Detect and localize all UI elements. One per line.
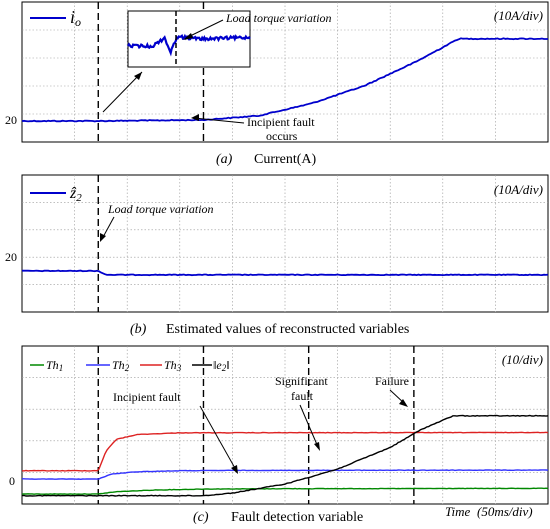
panel-a-inset-pointer-head (134, 72, 142, 80)
panel-c-annotation-fault: fault (291, 389, 314, 403)
panel-a-annotation-occurs: occurs (266, 129, 298, 143)
panel-a-grid (22, 2, 548, 142)
legend-th2-label: Th2 (112, 358, 130, 373)
panel-a-caption: Current(A) (254, 152, 317, 167)
panel-c-xlabel: Time (445, 504, 471, 519)
legend-e2-name: ‖e (213, 358, 222, 372)
panel-a-annotation-incipient-fault: Incipient fault (247, 115, 315, 129)
panel-b-grid (22, 175, 548, 312)
series-io-line (21, 37, 548, 123)
legend-e2-tail: ‖ (226, 358, 229, 372)
panel-a-legend-label: io (70, 7, 81, 29)
panel-c-caption-letter: (c) (193, 510, 209, 525)
series-th2-line (22, 469, 549, 481)
panel-c-series (21, 414, 549, 497)
panel-a-legend-sub: o (75, 15, 81, 29)
legend-th3-sub: 3 (176, 363, 182, 373)
legend-e2-label: ‖e2‖ (213, 358, 230, 373)
panel-a: 20 io (10A/div) Load torque variation In… (5, 1, 549, 143)
series-th3-line (21, 431, 549, 472)
panel-a-ytick-20: 20 (5, 113, 17, 127)
panel-c-xunit: (50ms/div) (477, 504, 533, 519)
legend-th1-sub: 1 (59, 363, 64, 373)
panel-a-annotation-incipient-arrow (193, 117, 245, 124)
panel-a-inset-signal (127, 33, 251, 57)
panel-c-annotation-incipient-arrow (199, 405, 237, 471)
panel-b-annotation-load-torque: Load torque variation (107, 202, 214, 216)
panel-a-annotation-load-torque-arrow (185, 19, 224, 39)
panel-c-legend: Th1 Th2 Th3 ‖e2‖ (30, 358, 230, 373)
panel-a-annotation-incipient-arrowhead (191, 114, 199, 121)
legend-th2-sub: 2 (125, 363, 130, 373)
panel-a-scale-label: (10A/div) (494, 8, 543, 23)
legend-th3-name: Th (164, 358, 177, 372)
panel-c-annotation-incipient-fault: Incipient fault (113, 390, 181, 404)
panel-c-annotation-significant-arrowhead (314, 442, 320, 451)
panel-b-legend-name: ẑ (69, 185, 77, 202)
panel-a-inset-pointer (102, 71, 143, 113)
panel-a-series (21, 37, 548, 123)
panel-c-annotation-significant: Significant (275, 374, 328, 388)
panel-a-annotation-load-torque: Load torque variation (225, 11, 332, 25)
panel-b: 20 ẑ2 (10A/div) Load torque variation (5, 174, 549, 313)
panel-c-grid (22, 346, 548, 504)
legend-th1-label: Th1 (46, 358, 63, 373)
panel-b-caption: Estimated values of reconstructed variab… (166, 322, 409, 337)
panel-b-series (22, 269, 549, 277)
panel-c-annotation-failure: Failure (375, 374, 409, 388)
panel-b-caption-letter: (b) (130, 322, 147, 337)
panel-c: 0 Th1 Th2 Th3 ‖e2‖ (10/div) Incipient fa… (9, 345, 549, 505)
panel-a-inset (127, 10, 251, 68)
panel-b-ytick-20: 20 (5, 250, 17, 264)
legend-th1-name: Th (46, 358, 59, 372)
panel-c-caption: Fault detection variable (231, 510, 363, 525)
series-2-line (22, 269, 549, 277)
panel-b-scale-label: (10A/div) (494, 182, 543, 197)
legend-th2-name: Th (112, 358, 125, 372)
panel-b-legend-label: ẑ2 (69, 185, 82, 204)
panel-c-annotation-failure-arrowhead (399, 399, 408, 407)
panel-a-annotation-load-torque-arrowhead (183, 33, 193, 40)
legend-th3-label: Th3 (164, 358, 182, 373)
panel-a-caption-letter: (a) (216, 152, 233, 167)
panel-c-annotation-significant-arrow (299, 404, 319, 448)
panel-a-legend-name: i (70, 7, 75, 27)
legend-e2-sub: 2 (222, 363, 227, 373)
series-th1-line (21, 487, 549, 495)
panel-b-annotation-arrowhead (100, 233, 106, 242)
panel-b-legend-sub: 2 (76, 192, 82, 204)
panel-c-scale-label: (10/div) (502, 352, 543, 367)
series-e2-line (21, 414, 549, 497)
panel-c-annotation-incipient-arrowhead (231, 465, 238, 474)
panel-c-ytick-0: 0 (9, 474, 15, 488)
